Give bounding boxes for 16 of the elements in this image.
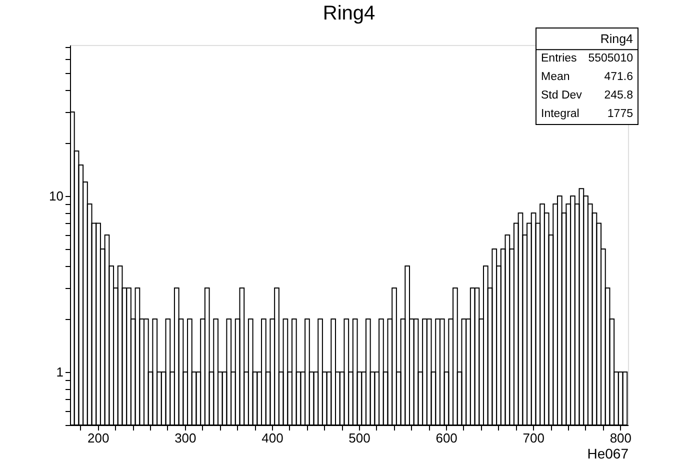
text: Std Dev 245.8	[541, 90, 633, 102]
x-tick-label: 400	[262, 430, 284, 446]
annotation: Ring4	[600, 32, 634, 46]
x-tick-label: 600	[436, 430, 458, 446]
chart-title: Ring4	[322, 2, 376, 24]
x-tick-label: 300	[174, 430, 196, 446]
text: Mean 471.6	[541, 71, 633, 83]
x-tick-label: 700	[522, 430, 544, 446]
y-tick-label: 10	[49, 188, 64, 204]
text: Entries 5505010	[541, 52, 633, 64]
x-tick-label: 500	[348, 430, 370, 446]
text: Integral 1775	[541, 108, 633, 120]
x-tick-label: 800	[610, 430, 632, 446]
x-axis-title: He067	[587, 446, 629, 462]
y-tick-label: 1	[56, 364, 64, 380]
x-tick-label: 200	[88, 430, 110, 446]
